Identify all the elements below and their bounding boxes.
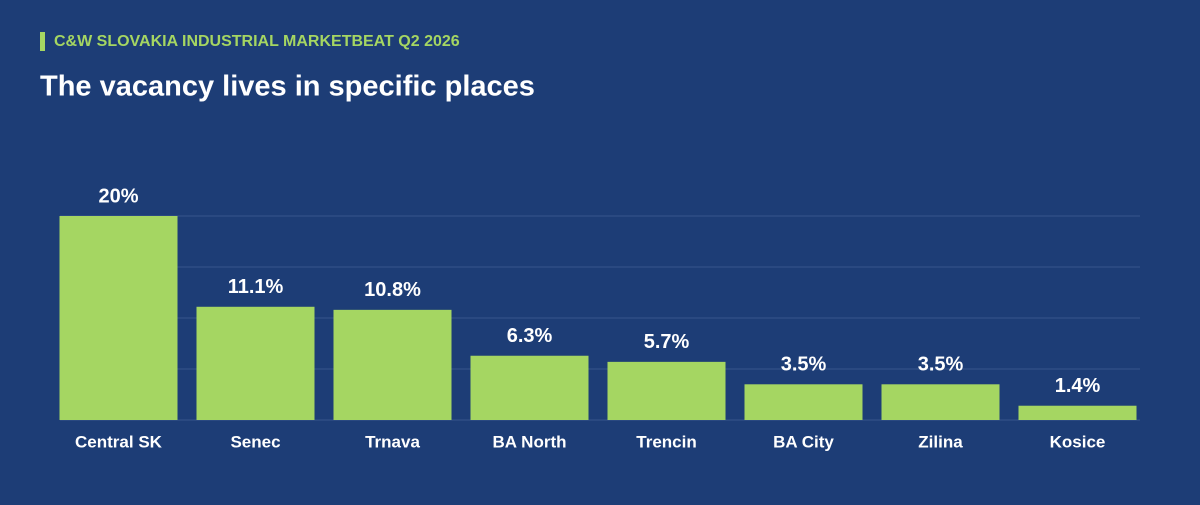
value-label: 3.5%	[781, 354, 827, 376]
x-tick-label: Kosice	[1050, 432, 1106, 451]
bar	[1018, 405, 1137, 420]
value-label: 6.3%	[507, 325, 553, 347]
value-label: 3.5%	[918, 354, 964, 376]
value-label: 10.8%	[364, 279, 421, 301]
x-tick-label: Trencin	[636, 432, 696, 451]
bar	[607, 361, 726, 420]
bar	[470, 355, 589, 420]
value-label: 5.7%	[644, 331, 690, 353]
value-label: 1.4%	[1055, 375, 1101, 397]
kicker: C&W SLOVAKIA INDUSTRIAL MARKETBEAT Q2 20…	[54, 33, 460, 50]
kicker-marker	[40, 32, 45, 51]
x-tick-label: Central SK	[75, 432, 163, 451]
bar	[196, 306, 315, 420]
value-label: 20%	[98, 185, 138, 207]
x-tick-label: BA City	[773, 432, 834, 451]
bar	[59, 216, 178, 420]
x-tick-label: Zilina	[918, 432, 963, 451]
bar	[333, 309, 452, 420]
x-tick-label: Senec	[230, 432, 280, 451]
bar	[744, 384, 863, 420]
x-tick-label: BA North	[493, 432, 567, 451]
bar	[881, 384, 1000, 420]
x-tick-label: Trnava	[365, 432, 420, 451]
chart-title: The vacancy lives in specific places	[40, 71, 535, 103]
value-label: 11.1%	[228, 276, 284, 298]
